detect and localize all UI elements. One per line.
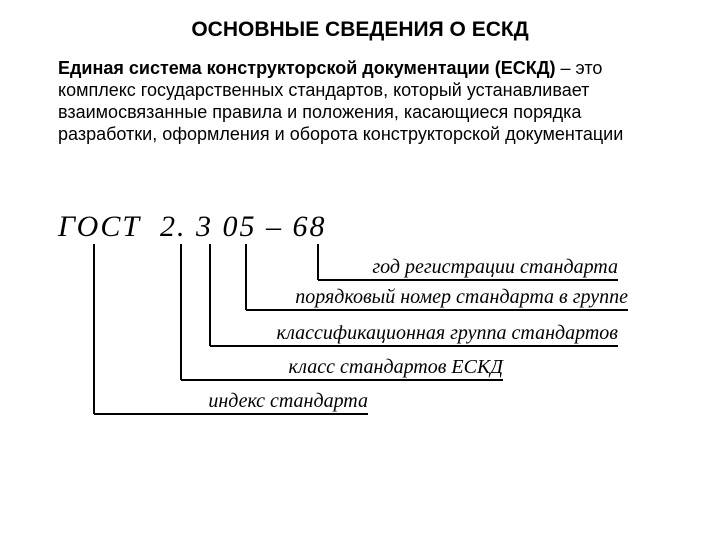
callout-label-0: год регистрации стандарта [372,256,618,279]
gost-code-diagram: ГОСТ 2. 3 05 – 68 год регистрации станда… [58,210,658,520]
page-title: ОСНОВНЫЕ СВЕДЕНИЯ О ЕСКД [0,18,720,42]
definition-bold: Единая система конструкторской документа… [58,58,556,78]
definition-paragraph: Единая система конструкторской документа… [58,58,658,146]
callout-label-3: класс стандартов ЕСКД [288,356,503,379]
callout-label-1: порядковый номер стандарта в группе [295,286,628,309]
callout-label-2: классификационная группа стандартов [276,322,618,345]
callout-label-4: индекс стандарта [208,390,368,413]
